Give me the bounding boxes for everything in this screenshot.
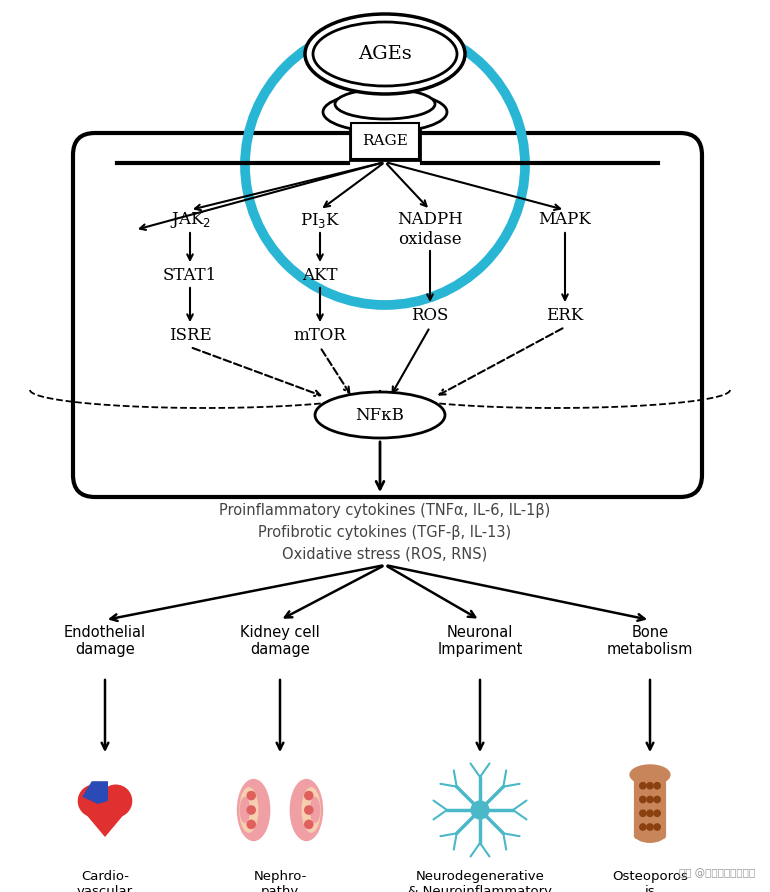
Ellipse shape xyxy=(646,782,654,789)
Text: Profibrotic cytokines (TGF-β, IL-13): Profibrotic cytokines (TGF-β, IL-13) xyxy=(259,524,511,540)
Ellipse shape xyxy=(313,22,457,86)
Ellipse shape xyxy=(99,784,132,817)
Ellipse shape xyxy=(653,782,661,789)
Bar xyxy=(350,122,420,160)
FancyBboxPatch shape xyxy=(351,123,419,159)
Ellipse shape xyxy=(335,89,435,119)
Text: Endothelial
damage: Endothelial damage xyxy=(64,625,146,657)
Ellipse shape xyxy=(237,779,270,841)
Text: Neurodegenerative
& Neuroinflammatory
diseases: Neurodegenerative & Neuroinflammatory di… xyxy=(408,870,552,892)
Text: Bone
metabolism: Bone metabolism xyxy=(607,625,693,657)
Ellipse shape xyxy=(646,823,654,830)
Ellipse shape xyxy=(315,392,445,438)
Text: Neuronal
Impariment: Neuronal Impariment xyxy=(437,625,523,657)
Polygon shape xyxy=(82,781,108,804)
Ellipse shape xyxy=(246,791,256,800)
Text: NADPH: NADPH xyxy=(397,211,463,228)
Text: PI$_3$K: PI$_3$K xyxy=(300,211,340,229)
Text: NFκB: NFκB xyxy=(356,407,404,424)
Text: 知乎 @生殖生物学贺医生: 知乎 @生殖生物学贺医生 xyxy=(679,868,755,878)
Ellipse shape xyxy=(470,800,490,820)
Text: RAGE: RAGE xyxy=(362,134,408,148)
Text: mTOR: mTOR xyxy=(293,326,346,343)
Text: Osteoporos
is: Osteoporos is xyxy=(612,870,688,892)
Polygon shape xyxy=(80,807,130,837)
Text: STAT1: STAT1 xyxy=(163,267,217,284)
Ellipse shape xyxy=(302,788,321,833)
Ellipse shape xyxy=(305,14,465,94)
Ellipse shape xyxy=(304,805,313,814)
Ellipse shape xyxy=(304,820,313,830)
Ellipse shape xyxy=(653,796,661,804)
Ellipse shape xyxy=(653,823,661,830)
Ellipse shape xyxy=(646,809,654,817)
Ellipse shape xyxy=(635,828,665,843)
Text: ISRE: ISRE xyxy=(169,326,212,343)
Text: Kidney cell
damage: Kidney cell damage xyxy=(240,625,320,657)
Ellipse shape xyxy=(239,797,250,823)
Text: Proinflammatory cytokines (TNFα, IL-6, IL-1β): Proinflammatory cytokines (TNFα, IL-6, I… xyxy=(219,502,551,517)
Ellipse shape xyxy=(646,796,654,804)
Text: oxidase: oxidase xyxy=(398,232,462,249)
Ellipse shape xyxy=(239,788,259,833)
FancyBboxPatch shape xyxy=(634,771,666,839)
Ellipse shape xyxy=(639,796,647,804)
Ellipse shape xyxy=(323,92,447,132)
Text: MAPK: MAPK xyxy=(538,211,591,228)
Text: Cardio-
vascular
disease: Cardio- vascular disease xyxy=(77,870,133,892)
Text: JAK$_2$: JAK$_2$ xyxy=(169,210,210,230)
Ellipse shape xyxy=(246,805,256,814)
Ellipse shape xyxy=(310,797,320,823)
Ellipse shape xyxy=(639,782,647,789)
Ellipse shape xyxy=(629,764,671,785)
Text: AGEs: AGEs xyxy=(358,45,412,63)
Ellipse shape xyxy=(304,791,313,800)
Ellipse shape xyxy=(246,820,256,830)
Ellipse shape xyxy=(290,779,323,841)
Ellipse shape xyxy=(639,809,647,817)
Ellipse shape xyxy=(639,823,647,830)
Ellipse shape xyxy=(78,784,111,817)
Text: AKT: AKT xyxy=(303,267,338,284)
Text: Nephro-
pathy: Nephro- pathy xyxy=(253,870,306,892)
Text: Oxidative stress (ROS, RNS): Oxidative stress (ROS, RNS) xyxy=(283,547,487,561)
Text: ERK: ERK xyxy=(547,307,584,324)
Text: ROS: ROS xyxy=(411,307,449,324)
Ellipse shape xyxy=(653,809,661,817)
FancyBboxPatch shape xyxy=(73,133,702,497)
